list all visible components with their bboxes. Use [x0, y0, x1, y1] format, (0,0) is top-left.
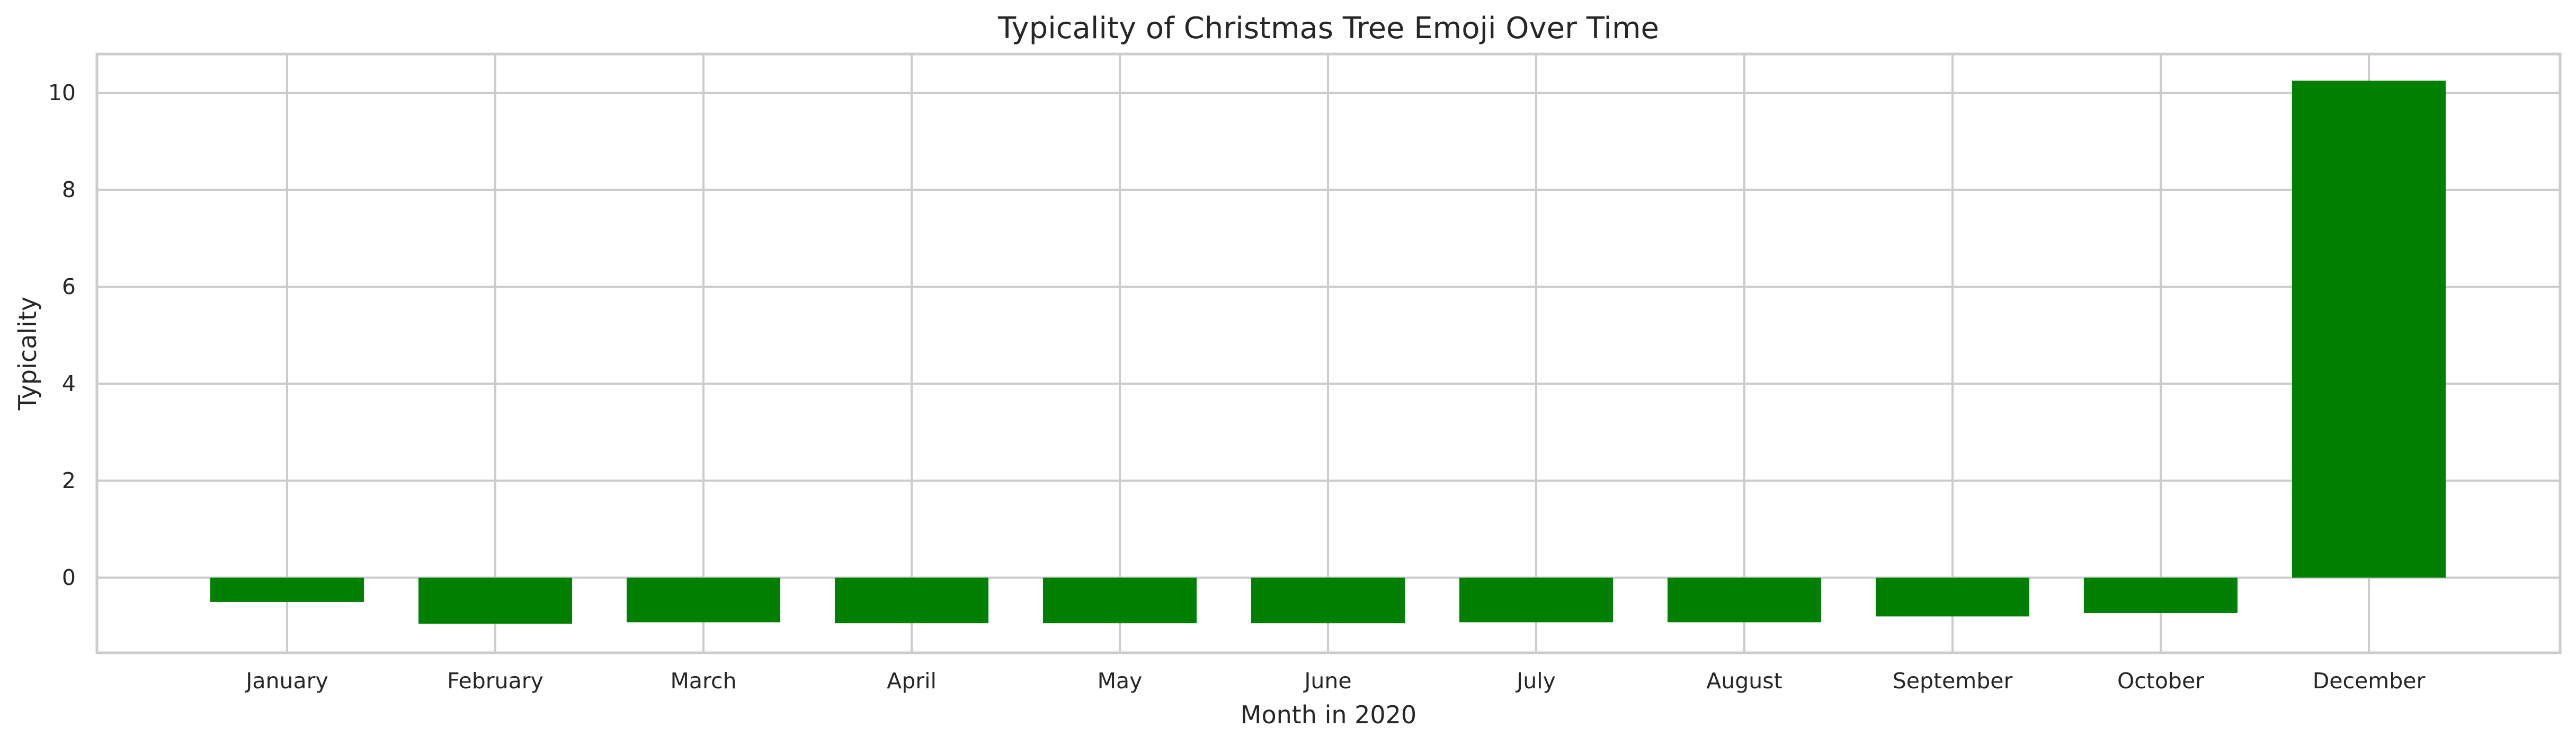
y-tick-labels: 0 2 4 6 8 10: [48, 80, 76, 590]
bars: [210, 81, 2446, 624]
bar-september: [1876, 578, 2029, 617]
bar-january: [210, 578, 364, 602]
bar-july: [1459, 578, 1613, 623]
y-tick-label: 10: [48, 80, 76, 105]
x-tick-label: October: [2117, 668, 2204, 694]
y-tick-label: 8: [62, 177, 76, 202]
bar-december: [2292, 81, 2446, 578]
x-tick-label: August: [1706, 668, 1782, 694]
bar-october: [2084, 578, 2238, 613]
bar-august: [1668, 578, 1821, 623]
chart-title: Typicality of Christmas Tree Emoji Over …: [997, 11, 1659, 46]
grid: [97, 54, 2560, 653]
x-tick-label: May: [1098, 668, 1143, 694]
x-tick-label: July: [1515, 668, 1556, 694]
x-axis-label: Month in 2020: [1241, 700, 1416, 729]
bar-june: [1251, 578, 1405, 624]
x-tick-labels: January February March April May June July Augu…: [244, 668, 2425, 694]
x-tick-label: February: [447, 668, 543, 694]
x-tick-label: March: [671, 668, 737, 694]
y-axis-label: Typicality: [13, 297, 42, 411]
x-tick-label: September: [1893, 668, 2013, 694]
x-tick-label: April: [887, 668, 937, 694]
y-tick-label: 4: [62, 371, 76, 396]
y-tick-label: 2: [62, 468, 76, 493]
plot-frame: [95, 52, 2562, 654]
y-tick-label: 0: [62, 565, 76, 590]
bar-may: [1043, 578, 1197, 624]
bar-march: [627, 578, 780, 623]
bar-february: [418, 578, 572, 624]
x-tick-label: June: [1303, 668, 1351, 694]
x-tick-label: December: [2313, 668, 2426, 694]
bar-april: [835, 578, 988, 624]
y-tick-label: 6: [62, 274, 76, 299]
x-tick-label: January: [244, 668, 328, 694]
